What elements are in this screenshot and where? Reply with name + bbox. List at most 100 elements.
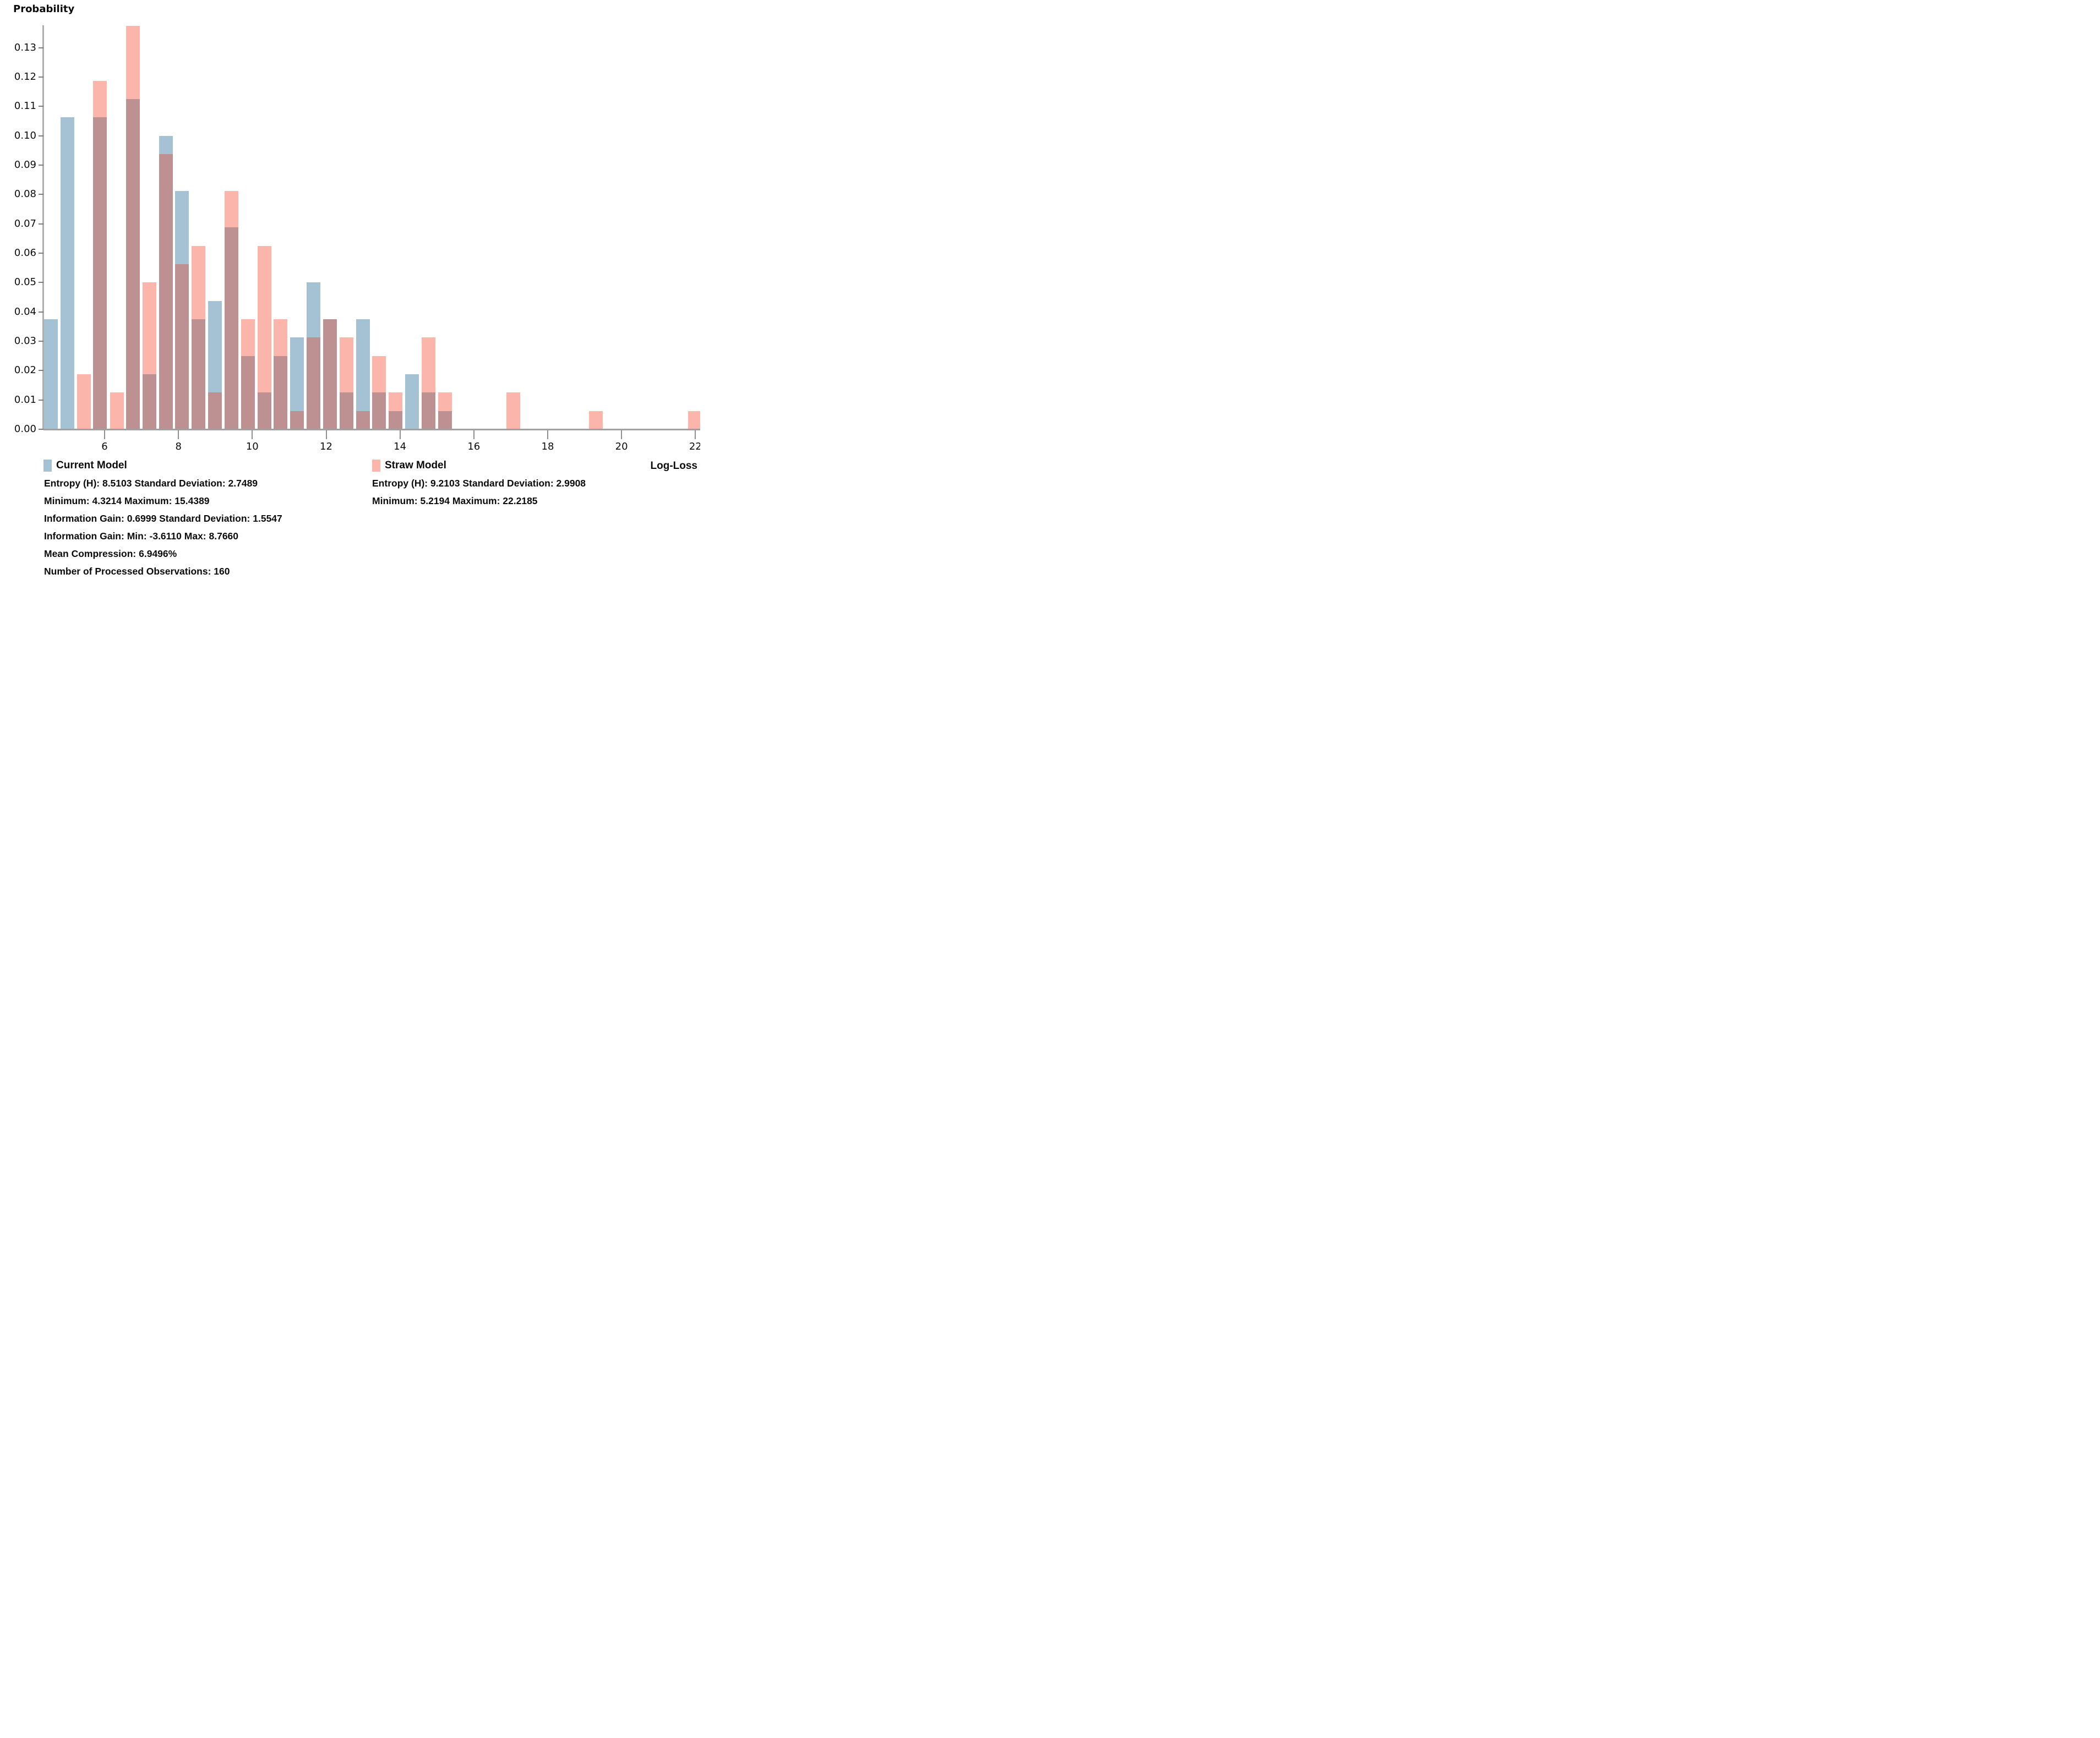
histogram-bar-segment: [192, 245, 206, 319]
histogram-bar-segment: [339, 392, 353, 429]
histogram-bar-segment: [224, 227, 238, 429]
histogram-bar-segment: [241, 356, 255, 429]
histogram-bar-segment: [421, 337, 435, 393]
histogram-bar-segment: [43, 319, 58, 429]
histogram-bar-segment: [421, 392, 435, 429]
histogram-bar-segment: [274, 319, 288, 356]
x-tick-label: 14: [394, 441, 407, 452]
histogram-bar-segment: [307, 337, 321, 429]
histogram-bar-segment: [323, 319, 337, 429]
histogram-bar-segment: [110, 392, 124, 429]
histogram-bar-segment: [438, 411, 452, 429]
histogram-bar-segment: [257, 392, 271, 429]
histogram-bar-segment: [372, 392, 386, 429]
histogram-bar-segment: [339, 337, 353, 393]
histogram-bar-segment: [142, 282, 156, 374]
x-axis-tick: [473, 430, 474, 439]
stat-line: Mean Compression: 6.9496%: [44, 548, 177, 559]
y-axis-tick: [39, 47, 43, 48]
y-axis-tick: [39, 194, 43, 195]
x-tick-label: 8: [175, 441, 182, 452]
stat-line: Number of Processed Observations: 160: [44, 566, 230, 577]
y-tick-label: 0.05: [14, 276, 36, 288]
y-tick-label: 0.08: [14, 188, 36, 200]
stat-line: Entropy (H): 9.2103 Standard Deviation: …: [372, 478, 586, 489]
y-axis-tick: [39, 135, 43, 136]
legend-current-model: Current Model: [43, 459, 127, 472]
histogram-bar-segment: [438, 392, 452, 411]
x-tick-label: 16: [467, 441, 481, 452]
histogram-bar-segment: [356, 319, 370, 411]
histogram-bar-segment: [93, 117, 107, 429]
x-axis-title: Log-Loss: [650, 460, 698, 472]
histogram-bar-segment: [175, 190, 189, 264]
histogram-bar-segment: [208, 392, 222, 429]
x-axis-tick: [325, 430, 327, 439]
legend-label-straw-model: Straw Model: [385, 460, 446, 471]
y-tick-label: 0.00: [14, 423, 36, 435]
y-axis-tick: [39, 164, 43, 166]
histogram-bar-segment: [389, 392, 403, 411]
y-axis-tick: [39, 370, 43, 371]
histogram-bar-segment: [93, 80, 107, 118]
histogram-bar-segment: [126, 25, 140, 99]
histogram-bar-segment: [208, 300, 222, 393]
x-axis-line: [43, 429, 700, 430]
stat-line: Information Gain: Min: -3.6110 Max: 8.76…: [44, 531, 239, 542]
y-axis-tick: [39, 399, 43, 401]
y-tick-label: 0.07: [14, 217, 36, 229]
histogram-bar-segment: [192, 319, 206, 429]
y-axis-line: [42, 25, 44, 429]
histogram-bar-segment: [372, 356, 386, 393]
x-axis-tick: [252, 430, 253, 439]
y-tick-label: 0.03: [14, 335, 36, 347]
histogram-bar-segment: [159, 154, 173, 429]
histogram-bar-segment: [224, 190, 238, 228]
stat-line: Entropy (H): 8.5103 Standard Deviation: …: [44, 478, 258, 489]
y-tick-label: 0.11: [14, 100, 36, 112]
histogram-bar-segment: [175, 264, 189, 429]
x-axis-tick: [547, 430, 548, 439]
y-axis-tick: [39, 341, 43, 342]
histogram-bar-segment: [290, 411, 304, 429]
stats-straw-model: Entropy (H): 9.2103 Standard Deviation: …: [372, 474, 586, 510]
x-tick-label: 18: [541, 441, 554, 452]
histogram-bar-segment: [405, 374, 419, 429]
x-tick-label: 12: [320, 441, 332, 452]
histogram-bar-segment: [159, 135, 173, 154]
y-tick-label: 0.09: [14, 159, 36, 171]
histogram-bar-segment: [257, 245, 271, 393]
x-tick-label: 10: [246, 441, 259, 452]
legend-swatch-current-model: [43, 460, 52, 472]
histogram-bar-segment: [688, 411, 700, 429]
x-tick-label: 6: [101, 441, 108, 452]
histogram-bar-segment: [506, 392, 521, 429]
y-axis-tick: [39, 311, 43, 313]
stats-current-model: Entropy (H): 8.5103 Standard Deviation: …: [44, 474, 282, 580]
y-tick-label: 0.12: [14, 70, 36, 83]
histogram-bar-segment: [290, 337, 304, 411]
histogram-bar-segment: [307, 282, 321, 338]
y-tick-label: 0.01: [14, 393, 36, 406]
y-axis-tick: [39, 76, 43, 78]
histogram-bar-segment: [589, 411, 603, 429]
y-tick-label: 0.02: [14, 364, 36, 376]
histogram-bar-segment: [126, 99, 140, 429]
y-axis-title: Probability: [13, 3, 75, 15]
stat-line: Information Gain: 0.6999 Standard Deviat…: [44, 513, 282, 524]
histogram-bar-segment: [77, 374, 91, 429]
x-axis-tick: [399, 430, 401, 439]
legend-label-current-model: Current Model: [56, 460, 127, 471]
legend-straw-model: Straw Model: [372, 459, 446, 472]
y-tick-label: 0.10: [14, 129, 36, 141]
histogram-bar-segment: [142, 374, 156, 429]
x-tick-label: 22: [689, 441, 700, 452]
legend-swatch-straw-model: [372, 460, 380, 472]
stat-line: Minimum: 5.2194 Maximum: 22.2185: [372, 495, 538, 506]
y-tick-label: 0.04: [14, 305, 36, 318]
histogram-bar-segment: [241, 319, 255, 356]
plot-area: [43, 25, 700, 429]
histogram-bar-segment: [274, 356, 288, 429]
y-axis-tick: [39, 252, 43, 254]
x-tick-label: 20: [615, 441, 628, 452]
